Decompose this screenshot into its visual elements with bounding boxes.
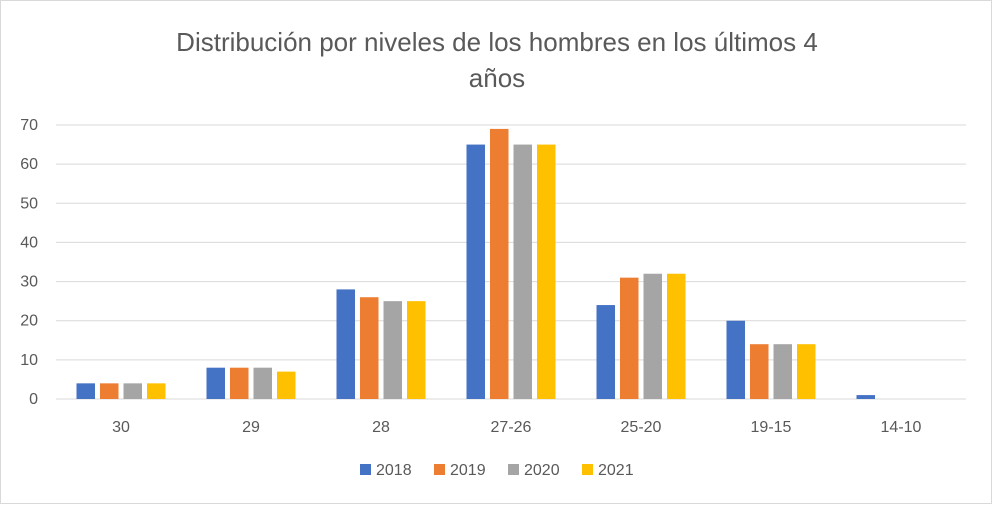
bar-2020-28 <box>383 301 402 399</box>
bar-2018-19-15 <box>726 320 745 399</box>
bars <box>76 128 875 399</box>
bar-2021-28 <box>407 301 426 399</box>
x-tick-label: 27-26 <box>491 419 532 436</box>
chart-title-line-2: años <box>469 63 525 93</box>
bar-2021-29 <box>277 371 296 399</box>
bar-2018-28 <box>336 289 355 399</box>
y-tick-label: 60 <box>20 156 38 173</box>
bar-2020-30 <box>123 383 142 399</box>
bar-2019-28 <box>360 297 379 399</box>
x-tick-label: 14-10 <box>881 419 922 436</box>
y-tick-label: 10 <box>20 352 38 369</box>
bar-2020-25-20 <box>643 273 662 399</box>
x-tick-label: 25-20 <box>621 419 662 436</box>
x-tick-label: 28 <box>372 419 390 436</box>
grid-lines <box>56 124 966 400</box>
bar-2020-29 <box>253 367 272 399</box>
bar-2020-19-15 <box>773 344 792 399</box>
bar-2019-27-26 <box>490 128 509 399</box>
x-tick-label: 19-15 <box>751 419 792 436</box>
legend-swatch-2021 <box>582 464 593 475</box>
bar-2020-27-26 <box>513 144 532 399</box>
chart-title-line-1: Distribución por niveles de los hombres … <box>176 27 818 57</box>
legend-label: 2020 <box>524 462 560 479</box>
legend-swatch-2020 <box>508 464 519 475</box>
bar-2021-19-15 <box>797 344 816 399</box>
bar-2018-25-20 <box>596 305 615 399</box>
bar-2021-27-26 <box>537 144 556 399</box>
x-tick-label: 30 <box>112 419 130 436</box>
y-tick-label: 20 <box>20 313 38 330</box>
x-axis-ticks: 30 29 28 27-26 25-20 19-15 14-10 <box>112 419 921 436</box>
x-tick-label: 29 <box>242 419 260 436</box>
bar-2018-29 <box>206 367 225 399</box>
bar-2021-25-20 <box>667 273 686 399</box>
legend-label: 2018 <box>376 462 412 479</box>
bar-2018-14-10 <box>856 395 875 399</box>
legend: 2018 2019 2020 2021 <box>360 462 634 479</box>
bar-2018-27-26 <box>466 144 485 399</box>
y-tick-label: 40 <box>20 234 38 251</box>
legend-label: 2019 <box>450 462 486 479</box>
y-tick-label: 70 <box>20 117 38 134</box>
bar-2019-19-15 <box>750 344 769 399</box>
bar-2021-30 <box>147 383 166 399</box>
y-tick-label: 0 <box>29 391 38 408</box>
y-axis-ticks: 0 10 20 30 40 50 60 70 <box>20 117 38 408</box>
bar-2019-29 <box>230 367 249 399</box>
y-tick-label: 30 <box>20 274 38 291</box>
legend-label: 2021 <box>598 462 634 479</box>
y-tick-label: 50 <box>20 195 38 212</box>
bar-2018-30 <box>76 383 95 399</box>
bar-2019-25-20 <box>620 277 639 399</box>
legend-swatch-2018 <box>360 464 371 475</box>
bar-2019-30 <box>100 383 119 399</box>
legend-swatch-2019 <box>434 464 445 475</box>
